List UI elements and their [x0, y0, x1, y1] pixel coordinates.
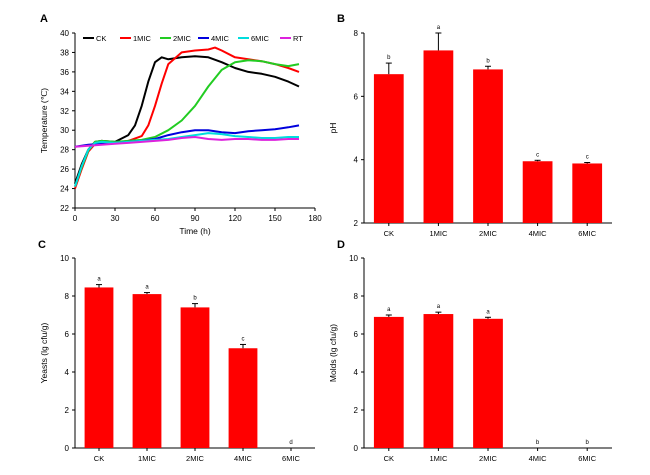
y-tick-label: 4: [354, 368, 359, 377]
x-tick-label-4MIC: 4MIC: [234, 454, 253, 463]
panel-b-ph-bar-chart: B 2 4 6 8 pH b CK a 1MIC b 2MIC c 4MIC c 6MIC: [328, 13, 612, 238]
x-tick-label-1MIC: 1MIC: [138, 454, 157, 463]
bar-6MIC: [572, 163, 603, 223]
significance-letter-1MIC: a: [437, 25, 441, 31]
series-line-RT: [74, 136, 299, 148]
legend-label-6MIC: 6MIC: [251, 34, 270, 43]
x-tick-label-6MIC: 6MIC: [282, 454, 301, 463]
y-tick-label: 8: [354, 29, 359, 38]
significance-letter-4MIC: c: [242, 336, 245, 342]
bar-1MIC: [132, 294, 162, 448]
significance-letter-CK: b: [387, 55, 391, 61]
legend-label-1MIC: 1MIC: [133, 34, 152, 43]
legend-label-RT: RT: [293, 34, 303, 43]
y-tick-label: 0: [65, 444, 70, 453]
x-tick-label-6MIC: 6MIC: [578, 454, 597, 463]
significance-letter-4MIC: b: [536, 440, 540, 446]
significance-letter-2MIC: a: [486, 309, 490, 315]
bar-4MIC: [228, 348, 258, 448]
y-tick-label: 2: [65, 406, 70, 415]
bar-1MIC: [423, 314, 454, 448]
y-axis-label: Molds (lg cfu/g): [328, 324, 338, 382]
panel-d-molds-bar-chart: D 0 2 4 6 8 10 Molds (lg cfu/g) a CK a 1MIC a 2MIC b 4M…: [328, 239, 612, 463]
panel-label: B: [337, 13, 345, 25]
y-tick-label: 24: [60, 185, 69, 194]
y-tick-label: 4: [65, 368, 70, 377]
x-tick-label-1MIC: 1MIC: [429, 454, 448, 463]
y-tick-label: 38: [60, 48, 69, 57]
significance-letter-2MIC: b: [486, 58, 490, 64]
x-tick-label: 90: [191, 214, 200, 223]
panel-label: C: [38, 239, 46, 251]
significance-letter-CK: a: [387, 307, 391, 313]
y-tick-label: 34: [60, 87, 69, 96]
y-tick-label: 32: [60, 107, 69, 116]
legend-label-4MIC: 4MIC: [211, 34, 230, 43]
x-tick-label-1MIC: 1MIC: [429, 229, 448, 238]
y-axis-label: Yeasts (lg cfu/g): [39, 323, 49, 384]
legend-label-2MIC: 2MIC: [173, 34, 192, 43]
y-tick-label: 2: [354, 406, 359, 415]
y-tick-label: 6: [354, 330, 359, 339]
legend-label-CK: CK: [96, 34, 106, 43]
significance-letter-6MIC: d: [289, 440, 292, 446]
panel-c-yeasts-bar-chart: C 0 2 4 6 8 10 Yeasts (lg cfu/g) a CK a 1MIC b 2MIC c 4…: [38, 239, 315, 463]
y-tick-label: 36: [60, 68, 69, 77]
x-tick-label-4MIC: 4MIC: [529, 229, 548, 238]
bar-1MIC: [423, 50, 454, 223]
x-tick-label-CK: CK: [384, 454, 394, 463]
x-tick-label-2MIC: 2MIC: [186, 454, 205, 463]
y-axis-label: Temperature (℃): [39, 88, 49, 153]
bar-4MIC: [522, 161, 553, 223]
x-tick-label-2MIC: 2MIC: [479, 229, 498, 238]
y-tick-label: 10: [60, 254, 69, 263]
significance-letter-2MIC: b: [193, 296, 197, 302]
significance-letter-1MIC: a: [437, 304, 441, 310]
significance-letter-6MIC: b: [586, 440, 590, 446]
y-tick-label: 26: [60, 165, 69, 174]
y-tick-label: 28: [60, 146, 69, 155]
significance-letter-CK: a: [97, 277, 101, 283]
y-tick-label: 8: [65, 292, 70, 301]
y-tick-label: 22: [60, 204, 69, 213]
y-axis-label: pH: [328, 123, 338, 134]
significance-letter-6MIC: c: [586, 155, 589, 161]
y-tick-label: 0: [354, 444, 359, 453]
bar-CK: [84, 287, 114, 448]
bar-CK: [373, 74, 404, 224]
y-tick-label: 10: [349, 254, 358, 263]
x-tick-label: 30: [111, 214, 120, 223]
bar-2MIC: [180, 307, 210, 448]
x-tick-label-2MIC: 2MIC: [479, 454, 498, 463]
bar-2MIC: [473, 69, 503, 224]
panel-a-line-chart: A 22 24 26 28 30 32 34 36 38 40 Temperature (℃) 0 30 6…: [39, 13, 322, 236]
bar-CK: [373, 316, 404, 448]
x-tick-label: 120: [228, 214, 242, 223]
panel-label: D: [337, 239, 345, 251]
significance-letter-4MIC: c: [536, 152, 539, 158]
x-tick-label-6MIC: 6MIC: [578, 229, 597, 238]
x-tick-label-4MIC: 4MIC: [529, 454, 548, 463]
y-tick-label: 40: [60, 29, 69, 38]
y-tick-label: 6: [65, 330, 70, 339]
x-axis-label: Time (h): [179, 226, 210, 236]
series-line-1MIC: [74, 46, 300, 189]
y-tick-label: 30: [60, 126, 69, 135]
series-line-2MIC: [74, 59, 300, 187]
y-tick-label: 8: [354, 292, 359, 301]
bar-2MIC: [473, 318, 503, 448]
x-tick-label: 180: [308, 214, 322, 223]
y-tick-label: 6: [354, 92, 359, 101]
panel-label: A: [40, 13, 48, 25]
series-line-CK: [74, 55, 300, 185]
x-tick-label: 60: [151, 214, 160, 223]
x-tick-label-CK: CK: [94, 454, 104, 463]
x-tick-label: 150: [268, 214, 282, 223]
y-tick-label: 2: [354, 219, 359, 228]
x-tick-label-CK: CK: [384, 229, 394, 238]
significance-letter-1MIC: a: [145, 285, 149, 291]
y-tick-label: 4: [354, 156, 359, 165]
x-tick-label: 0: [73, 214, 78, 223]
